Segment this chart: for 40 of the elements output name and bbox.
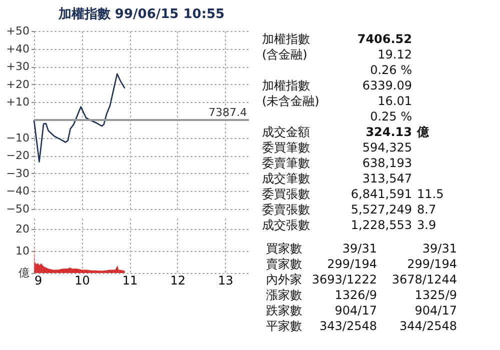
y-tick-label: −50 (6, 202, 30, 216)
x-tick-label: 9 (34, 274, 42, 288)
y-tick-label: +20 (6, 78, 30, 91)
text: 0.25 % (370, 110, 412, 124)
y-tick-label: −10 (6, 131, 30, 144)
y-tick-label: 20 (16, 222, 30, 236)
text: 平家數 343/2548 344/2548 (266, 319, 457, 333)
text: 成交金額 324.13 億 (262, 125, 429, 139)
y-tick-label: +10 (6, 96, 30, 109)
text: 內外家 3693/1222 3678/1244 (266, 272, 457, 286)
y-tick-label: −30 (6, 166, 30, 180)
text: 委買筆數 594,325 (262, 140, 412, 154)
text: 成交筆數 313,547 (262, 172, 412, 186)
text: (未含金融) 16.01 (262, 94, 412, 108)
x-tick-label: 13 (218, 274, 234, 288)
line-series (33, 73, 126, 162)
y-tick-label: +40 (6, 42, 30, 56)
y-tick-label: +50 (6, 24, 30, 38)
x-tick-label: 11 (122, 274, 138, 288)
text: 賣家數 299/194 299/194 (266, 257, 457, 271)
y-tick-label: 10 (16, 244, 30, 258)
text: 加權指數 6339.09 (262, 78, 412, 92)
y-tick-label: 億 (18, 266, 30, 280)
text: 委買張數 6,841,591 11.5 (262, 187, 444, 201)
text: 成交張數 1,228,553 3.9 (262, 218, 436, 232)
text: (含金融) 19.12 (262, 48, 412, 62)
x-tick-label: 12 (170, 274, 186, 288)
y-tick-label: −20 (6, 149, 30, 162)
text: 買家數 39/31 39/31 (266, 242, 457, 256)
text: 0.26 % (370, 63, 412, 77)
annotation: 7387.4 (208, 106, 247, 119)
y-tick-label: −40 (6, 184, 30, 198)
text: 委賣張數 5,527,249 8.7 (262, 202, 436, 216)
text: 跌家數 904/17 904/17 (266, 304, 457, 318)
text: 加權指數 7406.52 (262, 32, 412, 46)
text: 漲家數 1326/9 1325/9 (266, 288, 457, 302)
text: 委賣筆數 638,193 (262, 156, 412, 170)
x-tick-label: 10 (74, 274, 90, 288)
chart-title: 加權指數 99/06/15 10:55 (57, 7, 225, 22)
y-tick-label: +30 (6, 60, 30, 74)
